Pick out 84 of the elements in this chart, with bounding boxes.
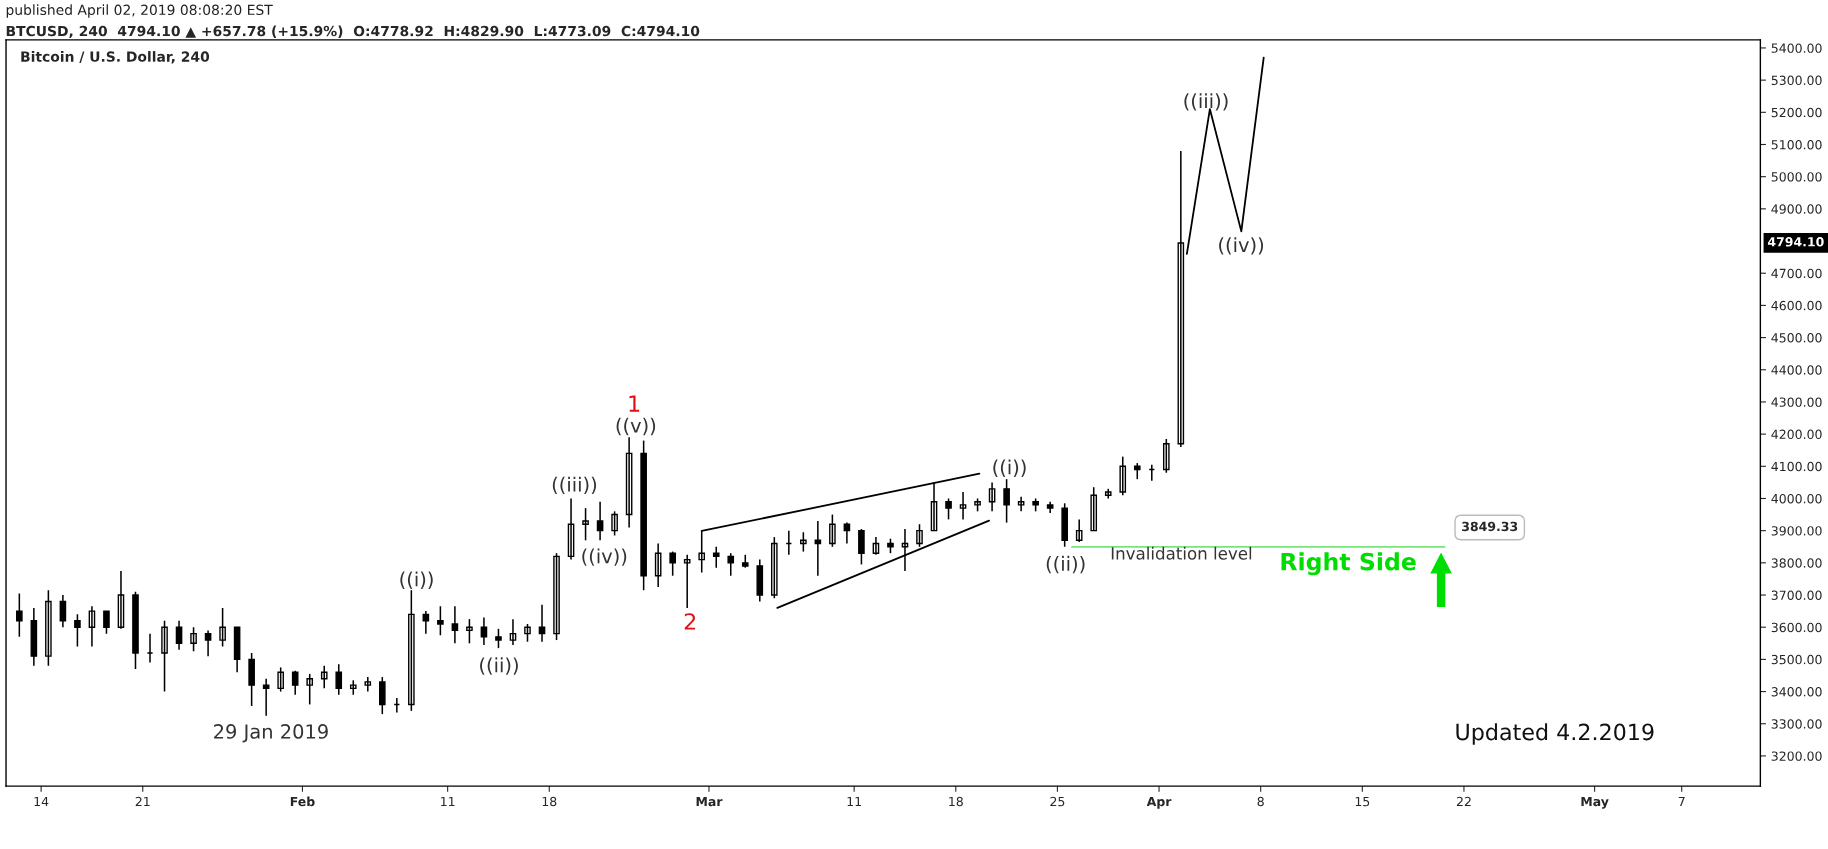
y-tick-label: 5300.00 <box>1771 75 1822 86</box>
x-tick-label: 18 <box>542 796 557 807</box>
annotation: ((iv)) <box>582 548 627 566</box>
y-tick-label: 4700.00 <box>1771 268 1822 279</box>
candlestick <box>553 552 560 641</box>
x-tick-label: Feb <box>290 796 315 807</box>
y-tick-label: 4500.00 <box>1771 333 1822 343</box>
y-tick-label: 3700.00 <box>1771 590 1822 600</box>
x-tick-label: May <box>1581 796 1609 809</box>
annotation: ((v)) <box>616 417 656 436</box>
annotation: ((ii)) <box>480 657 518 675</box>
x-tick-label: 21 <box>135 796 150 807</box>
x-tick-label: 7 <box>1678 796 1685 807</box>
y-tick-label: 4300.00 <box>1771 397 1822 407</box>
annotation: 1 <box>629 395 640 412</box>
candlestick <box>74 613 81 648</box>
candlestick <box>1090 486 1098 532</box>
y-tick-label: 3800.00 <box>1771 558 1822 568</box>
text: published April 02, 2019 08:08:20 EST <box>6 4 273 18</box>
y-tick-label: 3500.00 <box>1771 654 1822 665</box>
candlestick <box>771 536 778 600</box>
candlestick <box>219 607 226 648</box>
y-tick-label: 5400.00 <box>1771 43 1822 53</box>
annotation: 29 Jan 2019 <box>214 724 328 743</box>
y-tick-label: 3900.00 <box>1771 526 1822 536</box>
annotation: ((i)) <box>993 459 1026 477</box>
annotation: ((iv)) <box>1219 237 1264 255</box>
candlestick <box>945 497 952 521</box>
x-tick-label: 14 <box>34 796 49 807</box>
x-tick-label: Mar <box>696 796 723 807</box>
candlestick <box>306 673 314 706</box>
candlestick <box>437 605 444 637</box>
x-tick-label: 22 <box>1456 796 1471 807</box>
y-tick-label: 3300.00 <box>1771 719 1822 729</box>
y-tick-label: 5000.00 <box>1771 172 1822 182</box>
candlestick <box>378 676 386 715</box>
data-label: 3849.33 <box>1462 521 1518 532</box>
annotation: Invalidation level <box>1111 546 1252 560</box>
y-tick-label: 4100.00 <box>1771 461 1822 472</box>
x-tick-label: 11 <box>847 796 861 807</box>
y-tick-label: 4400.00 <box>1771 365 1822 375</box>
candlestick <box>132 591 139 670</box>
text: Bitcoin / U.S. Dollar, 240 <box>21 51 210 64</box>
candlestick <box>45 589 52 667</box>
y-tick-label: 3400.00 <box>1771 687 1822 697</box>
y-tick-label: 4900.00 <box>1771 204 1822 214</box>
annotation: Updated 4.2.2019 <box>1456 723 1654 745</box>
candlestick <box>669 550 676 577</box>
candlestick <box>582 507 589 542</box>
annotation: 2 <box>684 613 696 630</box>
candlestick <box>640 439 647 591</box>
candlestick <box>1061 502 1068 548</box>
y-tick-label: 5200.00 <box>1771 107 1822 118</box>
y-tick-label: 5100.00 <box>1771 139 1822 150</box>
annotation: ((ii)) <box>1046 555 1085 574</box>
y-tick-label: 3200.00 <box>1771 751 1822 761</box>
candlestick <box>248 652 255 707</box>
annotation: ((iii)) <box>552 476 597 495</box>
x-tick-label: 18 <box>949 796 963 807</box>
annotation: Right Side <box>1281 552 1416 576</box>
candlestick <box>103 610 110 635</box>
candlestick <box>408 589 415 712</box>
y-tick-label: 4600.00 <box>1771 300 1822 311</box>
annotation: ((i)) <box>400 571 433 589</box>
candlestick <box>495 628 502 649</box>
x-tick-label: 25 <box>1050 796 1065 807</box>
candlestick <box>161 620 168 693</box>
chart-subtitle: BTCUSD, 240 4794.10 ▲ +657.78 (+15.9%) O:4778.92 H:4829.90 L:4773.09 C:4794.10 <box>6 25 700 39</box>
x-tick-label: 15 <box>1355 796 1370 807</box>
y-tick-label: 3600.00 <box>1771 622 1822 633</box>
candlestick <box>1163 438 1170 474</box>
line-series <box>1185 56 1265 255</box>
x-tick-label: 8 <box>1257 796 1264 807</box>
candlestick <box>1003 478 1010 524</box>
candlestick <box>190 626 197 653</box>
text: 4794.10 <box>1767 237 1824 247</box>
x-tick-label: Apr <box>1146 796 1172 809</box>
candlestick <box>16 592 23 638</box>
y-tick-label: 4200.00 <box>1771 429 1822 440</box>
candlestick <box>858 528 865 566</box>
y-tick-label: 4000.00 <box>1771 493 1822 504</box>
annotation: ((iii)) <box>1184 93 1228 111</box>
candlestick <box>916 523 923 548</box>
x-tick-label: 11 <box>441 796 455 807</box>
